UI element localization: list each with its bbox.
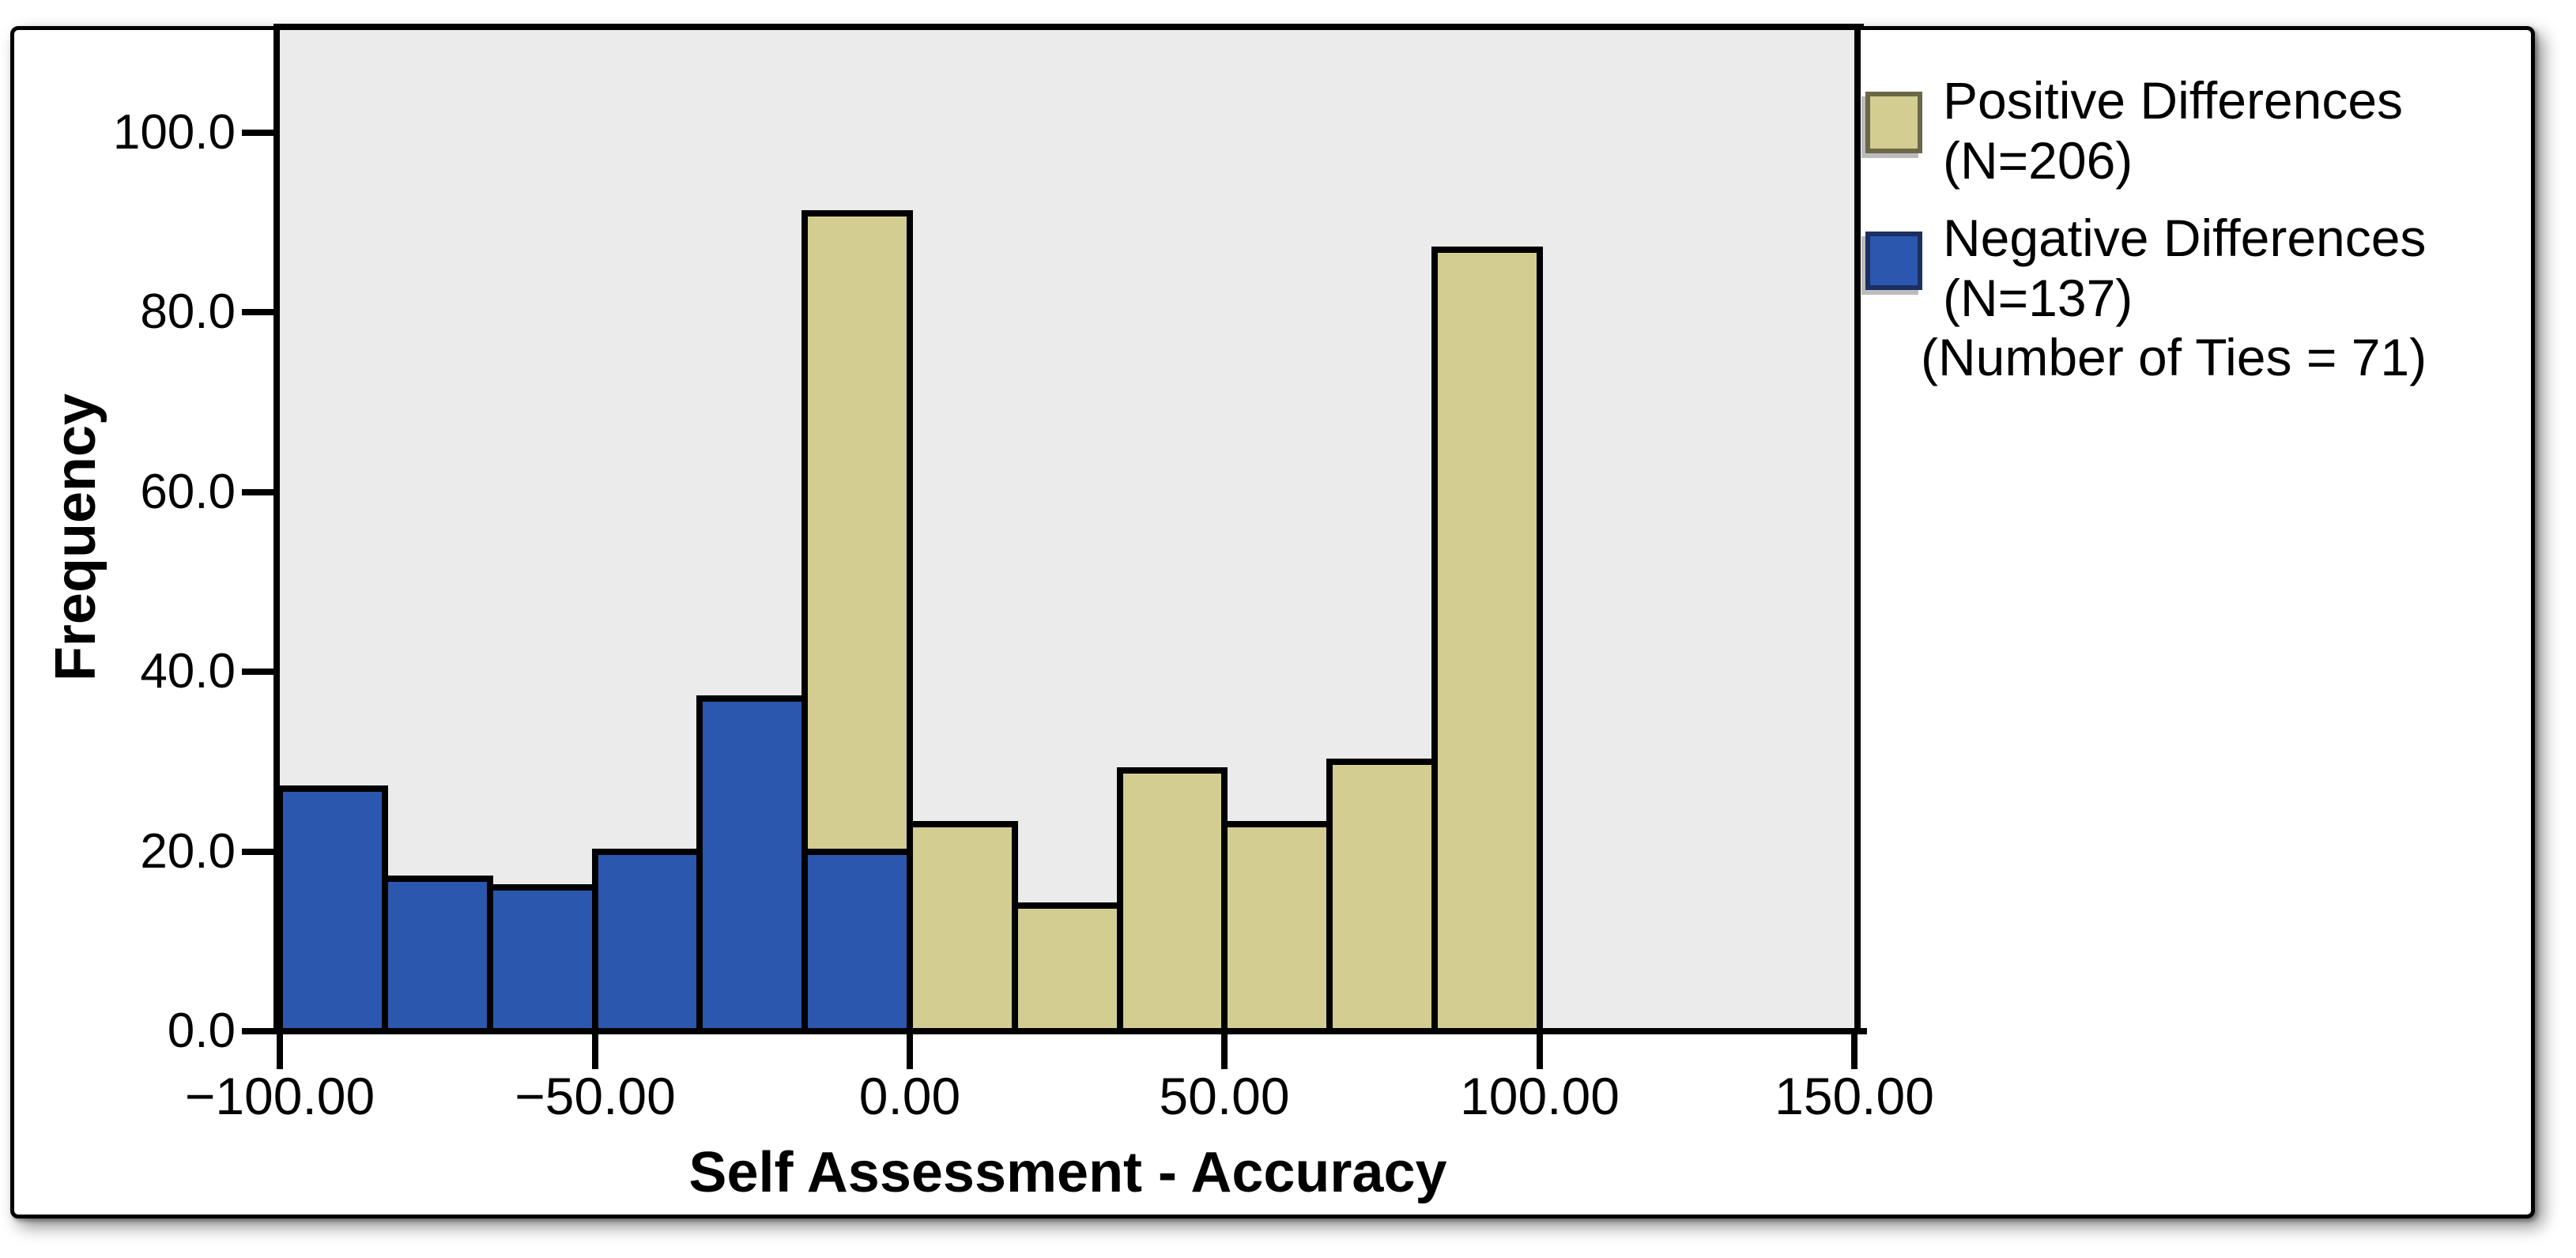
x-tick-label: 150.00 (1775, 1067, 1934, 1125)
y-tick-label: 60.0 (140, 465, 236, 519)
plot-frame-right (1854, 24, 1861, 1034)
legend-ties-note: (Number of Ties = 71) (1921, 328, 2427, 386)
legend-label: Positive Differences (1943, 71, 2404, 130)
plot-frame-left (273, 24, 280, 1034)
histogram-bar (1431, 247, 1543, 1034)
y-tick-label: 100.0 (112, 105, 236, 160)
x-tick (277, 1031, 283, 1069)
y-tick (242, 309, 280, 315)
x-tick-label: 0.00 (858, 1067, 961, 1125)
x-axis-line (269, 1028, 1867, 1034)
legend-swatch-positive (1865, 92, 1922, 153)
histogram-bar (1117, 767, 1228, 1034)
y-tick (242, 130, 280, 136)
y-tick-label: 0.0 (167, 1004, 236, 1058)
x-tick-label: −50.00 (515, 1067, 676, 1125)
histogram-bar (1221, 821, 1333, 1034)
histogram-bar (592, 849, 703, 1034)
y-tick-label: 80.0 (140, 284, 236, 339)
histogram-bar (801, 849, 913, 1034)
legend-label: Negative Differences (1943, 209, 2427, 267)
y-tick (242, 489, 280, 495)
x-tick (907, 1031, 913, 1069)
legend-swatch-negative (1865, 232, 1922, 290)
y-tick-label: 40.0 (140, 644, 236, 699)
x-tick-label: 50.00 (1159, 1067, 1290, 1125)
y-tick (242, 1028, 280, 1034)
x-tick (1851, 1031, 1858, 1069)
histogram-bar (1326, 759, 1438, 1034)
x-tick-label: −100.00 (184, 1067, 375, 1125)
histogram-bar (277, 785, 388, 1034)
x-tick-label: 100.00 (1460, 1067, 1620, 1125)
x-tick (1537, 1031, 1543, 1069)
x-axis-title: Self Assessment - Accuracy (688, 1141, 1447, 1204)
y-axis-title: Frequency (44, 393, 107, 682)
histogram-bar (1012, 902, 1123, 1034)
y-tick (242, 669, 280, 675)
histogram-bar (382, 876, 493, 1034)
y-tick-label: 20.0 (140, 824, 236, 879)
legend-label: (N=206) (1943, 131, 2133, 190)
histogram-bar (696, 695, 808, 1034)
x-tick (592, 1031, 598, 1069)
histogram-bar (487, 884, 598, 1034)
plot-area (280, 30, 1854, 1031)
plot-frame-top (273, 24, 1864, 30)
y-tick (242, 849, 280, 855)
histogram-bar (907, 821, 1018, 1034)
x-tick (1221, 1031, 1228, 1069)
legend-label: (N=137) (1943, 269, 2133, 327)
